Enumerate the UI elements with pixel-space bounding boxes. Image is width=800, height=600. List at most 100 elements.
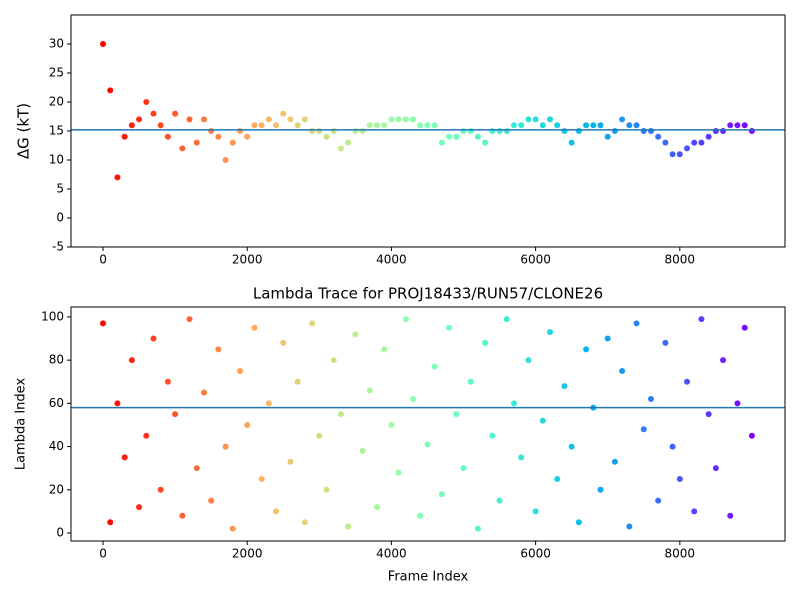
data-point — [164, 378, 171, 385]
data-point — [626, 523, 633, 530]
data-point — [280, 110, 287, 117]
y-tick-label: 0 — [56, 526, 64, 540]
y-tick-label: 10 — [49, 153, 64, 167]
data-point — [705, 133, 712, 140]
data-point — [684, 378, 691, 385]
x-tick-label: 2000 — [232, 547, 263, 561]
data-point — [482, 339, 489, 346]
data-point — [323, 486, 330, 493]
data-point — [309, 320, 316, 327]
data-point — [510, 400, 517, 407]
data-point — [496, 497, 503, 504]
data-point — [720, 128, 727, 134]
data-point — [157, 486, 164, 493]
data-point — [568, 443, 575, 450]
data-point — [691, 508, 698, 515]
data-point — [669, 443, 676, 450]
data-point — [237, 367, 244, 374]
data-point — [583, 122, 590, 129]
y-tick-label: 80 — [49, 353, 64, 367]
data-point — [287, 458, 294, 465]
data-point — [251, 122, 258, 129]
data-point — [547, 116, 554, 123]
data-point — [575, 128, 582, 134]
data-point — [136, 116, 143, 123]
data-point — [590, 122, 597, 129]
data-point — [402, 116, 409, 123]
y-tick-label: 0 — [56, 211, 64, 225]
x-tick-label: 6000 — [520, 547, 551, 561]
data-point — [518, 454, 525, 461]
data-point — [684, 145, 691, 152]
data-point — [597, 122, 604, 129]
data-point — [655, 133, 662, 140]
data-point — [604, 133, 611, 140]
data-point — [395, 469, 402, 476]
axes-frame — [70, 306, 786, 542]
data-point — [121, 133, 128, 140]
data-point — [525, 116, 532, 123]
data-point — [669, 151, 676, 158]
data-point — [381, 122, 388, 129]
data-point — [489, 432, 496, 439]
data-point — [446, 324, 453, 331]
data-point — [561, 383, 568, 390]
data-point — [467, 378, 474, 385]
data-point — [280, 339, 287, 346]
y-axis-label: ΔG (kT) — [15, 103, 33, 159]
y-tick-label: 25 — [49, 66, 64, 80]
data-point — [568, 139, 575, 146]
data-point — [366, 387, 373, 394]
data-point — [150, 335, 157, 342]
data-point — [424, 122, 431, 129]
data-point — [467, 128, 474, 134]
data-point — [705, 411, 712, 418]
data-point — [345, 139, 352, 146]
data-point — [208, 128, 215, 134]
data-point — [712, 128, 719, 134]
data-point — [410, 396, 417, 403]
data-point — [352, 128, 359, 134]
data-point — [114, 174, 121, 181]
data-point — [244, 421, 251, 428]
data-point — [172, 411, 179, 418]
data-point — [741, 122, 748, 129]
data-point — [107, 87, 114, 94]
data-point — [503, 316, 510, 323]
x-tick-label: 8000 — [665, 253, 696, 267]
y-tick-label: -5 — [52, 240, 64, 254]
y-tick-label: 5 — [56, 182, 64, 196]
data-point — [402, 316, 409, 323]
data-point — [575, 519, 582, 526]
data-point — [352, 331, 359, 338]
data-point — [734, 400, 741, 407]
data-point — [720, 357, 727, 364]
data-point — [510, 122, 517, 129]
data-point — [265, 116, 272, 123]
y-tick-label: 100 — [41, 309, 64, 323]
data-point — [691, 139, 698, 146]
data-point — [611, 128, 618, 134]
data-point — [532, 508, 539, 515]
y-tick-label: 40 — [49, 439, 64, 453]
data-point — [676, 151, 683, 158]
x-tick-label: 4000 — [376, 253, 407, 267]
data-point — [532, 116, 539, 123]
data-point — [647, 128, 654, 134]
data-point — [215, 346, 222, 353]
data-point — [222, 443, 229, 450]
data-point — [229, 139, 236, 146]
data-point — [431, 122, 438, 129]
data-point — [496, 128, 503, 134]
data-point — [373, 504, 380, 511]
data-point — [143, 432, 150, 439]
data-point — [539, 122, 546, 129]
data-point — [186, 316, 193, 323]
data-point — [345, 523, 352, 530]
data-point — [619, 116, 626, 123]
x-tick-label: 8000 — [665, 547, 696, 561]
data-point — [301, 116, 308, 123]
data-point — [179, 145, 186, 152]
data-point — [460, 128, 467, 134]
